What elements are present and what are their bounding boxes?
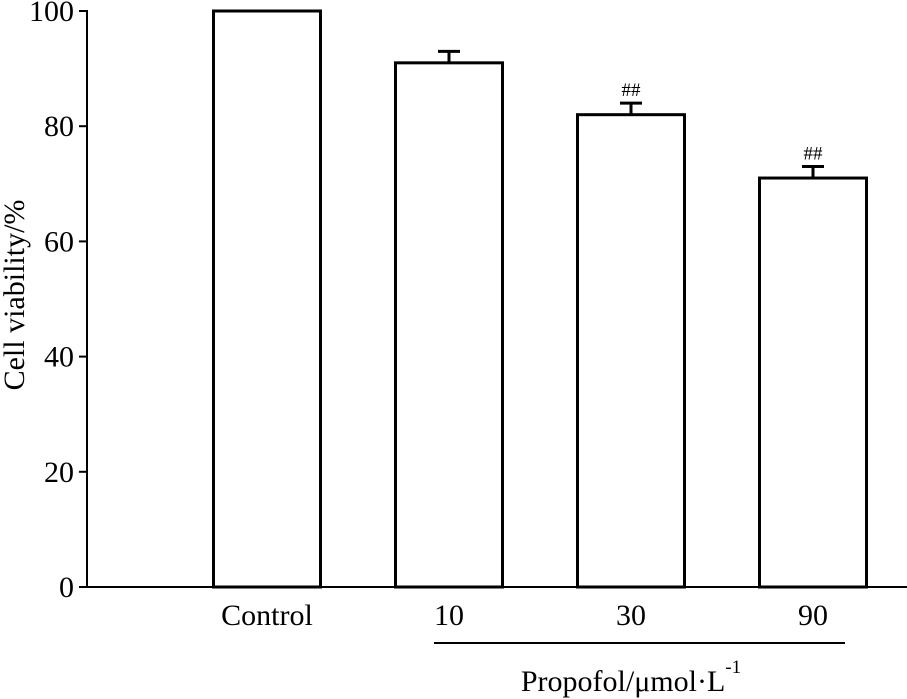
- x-tick-labels: Control 10 30 90: [221, 599, 828, 632]
- x-axis-title: Propofol/μmol·L-1: [521, 657, 741, 698]
- bar: [212, 9, 322, 589]
- x-tick-label: 10: [434, 599, 464, 632]
- bars: ## ##: [212, 9, 868, 589]
- bar: [394, 61, 504, 589]
- x-tick-label: 30: [616, 599, 646, 632]
- y-tick-label: 80: [44, 110, 74, 143]
- x-tick-label: Control: [221, 599, 313, 632]
- bar: [758, 176, 868, 589]
- x-axis-title-main: Propofol/μmol·L: [521, 665, 725, 698]
- x-axis-title-superscript: -1: [725, 657, 741, 678]
- y-tick-label: 60: [44, 225, 74, 258]
- y-tick-label: 20: [44, 456, 74, 489]
- bar: [576, 113, 686, 589]
- y-tick-label: 40: [44, 341, 74, 374]
- y-axis-title: Cell viability/%: [0, 200, 31, 391]
- x-tick-label: 90: [798, 599, 828, 632]
- y-tick-label: 100: [29, 0, 74, 28]
- significance-annotation: ##: [804, 144, 824, 165]
- significance-annotation: ##: [622, 80, 642, 101]
- y-ticks: 0 20 40 60 80 100: [29, 0, 87, 604]
- y-tick-label: 0: [59, 571, 74, 604]
